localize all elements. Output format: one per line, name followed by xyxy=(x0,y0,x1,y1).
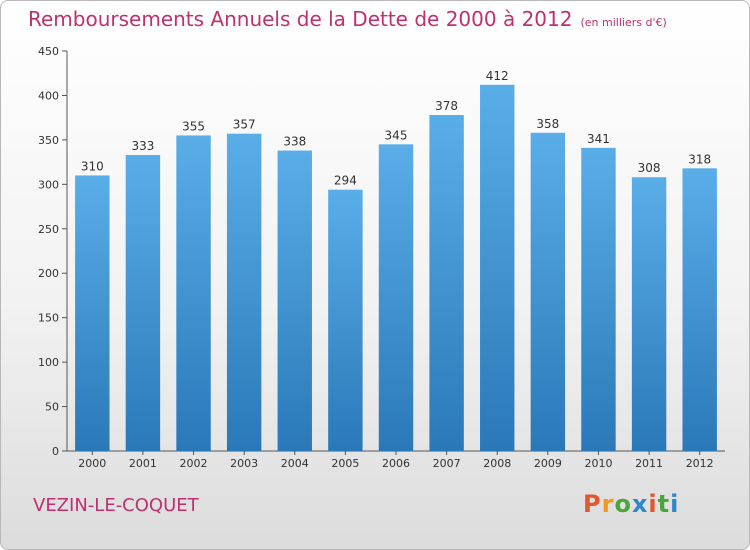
logo-letter: x xyxy=(631,490,649,518)
y-tick-label: 200 xyxy=(38,267,59,280)
x-tick-label: 2011 xyxy=(635,457,663,470)
logo-letter: i xyxy=(648,490,658,518)
x-tick-label: 2003 xyxy=(230,457,258,470)
bar-value-label: 338 xyxy=(283,135,306,149)
bar-value-label: 341 xyxy=(587,132,610,146)
bar-value-label: 294 xyxy=(334,174,357,188)
chart-title-text: Remboursements Annuels de la Dette de 20… xyxy=(28,7,573,31)
x-tick-label: 2000 xyxy=(78,457,106,470)
bar-value-label: 355 xyxy=(182,119,205,133)
city-name: VEZIN-LE-COQUET xyxy=(33,495,199,516)
chart-title: Remboursements Annuels de la Dette de 20… xyxy=(28,7,667,31)
bar-value-label: 378 xyxy=(435,99,458,113)
bar-value-label: 308 xyxy=(638,161,661,175)
bar xyxy=(328,189,363,451)
bar-value-label: 310 xyxy=(81,159,104,173)
logo-letter: P xyxy=(583,490,602,518)
y-tick-label: 0 xyxy=(52,445,59,458)
y-tick-label: 100 xyxy=(38,356,59,369)
y-tick-label: 350 xyxy=(38,134,59,147)
y-tick-label: 250 xyxy=(38,223,59,236)
bar-value-label: 358 xyxy=(536,117,559,131)
x-tick-label: 2006 xyxy=(382,457,410,470)
x-tick-label: 2005 xyxy=(331,457,359,470)
x-tick-label: 2009 xyxy=(534,457,562,470)
logo-letter: t xyxy=(657,490,671,518)
bar xyxy=(682,168,717,452)
bar xyxy=(480,84,515,452)
x-tick-label: 2002 xyxy=(180,457,208,470)
bar xyxy=(530,132,566,451)
bar xyxy=(176,135,211,451)
proxiti-logo: Proxiti xyxy=(583,490,679,518)
bar xyxy=(75,175,110,451)
bar-value-label: 357 xyxy=(233,118,256,132)
y-tick-label: 150 xyxy=(38,312,59,325)
bar xyxy=(226,133,262,451)
bar-value-label: 412 xyxy=(486,69,509,83)
y-tick-label: 300 xyxy=(38,178,59,191)
x-tick-label: 2007 xyxy=(433,457,461,470)
y-tick-label: 400 xyxy=(38,89,59,102)
x-tick-label: 2001 xyxy=(129,457,157,470)
bar xyxy=(378,144,414,452)
bar xyxy=(631,177,667,451)
bar-value-label: 318 xyxy=(688,152,711,166)
bar xyxy=(581,147,616,451)
bar xyxy=(429,115,464,451)
x-tick-label: 2004 xyxy=(281,457,309,470)
logo-letter: o xyxy=(614,490,632,518)
logo-letter: i xyxy=(670,490,680,518)
bar xyxy=(125,155,161,451)
chart-unit: (en milliers d'€) xyxy=(580,16,667,29)
bar xyxy=(277,150,312,452)
y-tick-label: 50 xyxy=(45,401,59,414)
bar-value-label: 345 xyxy=(385,128,408,142)
logo-letter: r xyxy=(601,490,615,518)
x-tick-label: 2012 xyxy=(686,457,714,470)
y-tick-label: 450 xyxy=(38,45,59,58)
x-tick-label: 2010 xyxy=(584,457,612,470)
bar-value-label: 333 xyxy=(131,139,154,153)
x-tick-label: 2008 xyxy=(483,457,511,470)
